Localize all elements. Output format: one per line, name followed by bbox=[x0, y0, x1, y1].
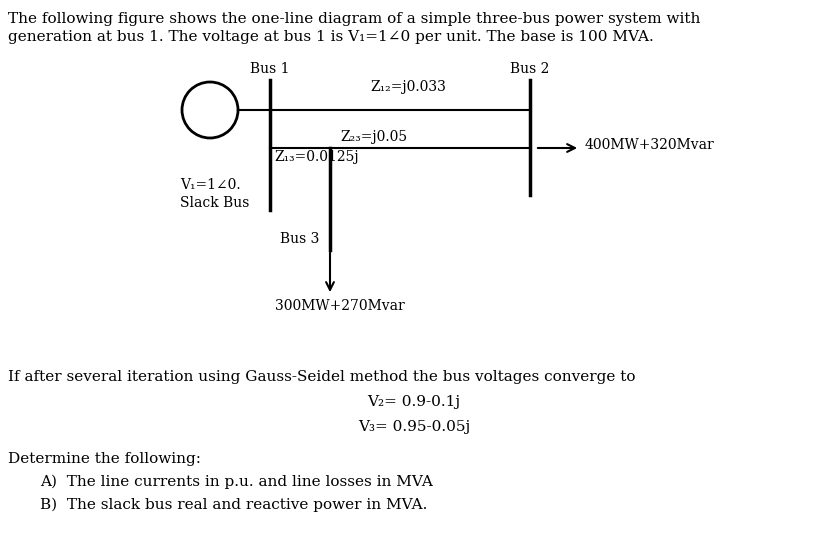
Text: If after several iteration using Gauss-Seidel method the bus voltages converge t: If after several iteration using Gauss-S… bbox=[8, 370, 635, 384]
Text: V₁=1∠0.: V₁=1∠0. bbox=[180, 178, 240, 192]
Text: 300MW+270Mvar: 300MW+270Mvar bbox=[275, 299, 404, 313]
Text: A)  The line currents in p.u. and line losses in MVA: A) The line currents in p.u. and line lo… bbox=[40, 475, 432, 489]
Text: V₂= 0.9-0.1j: V₂= 0.9-0.1j bbox=[367, 395, 460, 409]
Text: Bus 3: Bus 3 bbox=[280, 232, 319, 246]
Text: B)  The slack bus real and reactive power in MVA.: B) The slack bus real and reactive power… bbox=[40, 498, 427, 513]
Text: Z₁₃=0.0125j: Z₁₃=0.0125j bbox=[274, 150, 359, 164]
Text: V₃= 0.95-0.05j: V₃= 0.95-0.05j bbox=[358, 420, 469, 434]
Text: Bus 1: Bus 1 bbox=[250, 62, 289, 76]
Text: generation at bus 1. The voltage at bus 1 is V₁=1∠0 per unit. The base is 100 MV: generation at bus 1. The voltage at bus … bbox=[8, 30, 653, 44]
Text: Bus 2: Bus 2 bbox=[509, 62, 549, 76]
Text: Z₁₂=j0.033: Z₁₂=j0.033 bbox=[369, 80, 445, 94]
Text: Z₂₃=j0.05: Z₂₃=j0.05 bbox=[339, 130, 407, 144]
Text: Determine the following:: Determine the following: bbox=[8, 452, 200, 466]
Text: The following figure shows the one-line diagram of a simple three-bus power syst: The following figure shows the one-line … bbox=[8, 12, 700, 26]
Text: 400MW+320Mvar: 400MW+320Mvar bbox=[585, 138, 714, 152]
Text: Slack Bus: Slack Bus bbox=[180, 196, 249, 210]
